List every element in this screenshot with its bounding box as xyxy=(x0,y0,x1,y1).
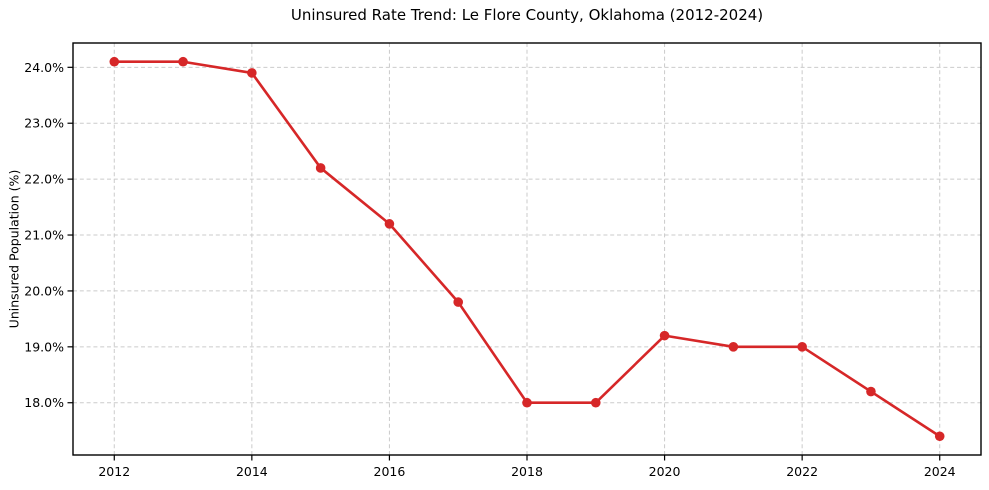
x-tick-label-2012: 2012 xyxy=(98,464,130,479)
data-point-2022 xyxy=(797,342,807,352)
data-point-2019 xyxy=(590,397,601,408)
data-point-2017 xyxy=(453,297,464,307)
data-point-2014 xyxy=(247,68,257,78)
y-tick-label-21: 21.0% xyxy=(24,228,64,243)
y-tick-label-19: 19.0% xyxy=(24,339,64,354)
x-tick-label-2018: 2018 xyxy=(511,464,543,479)
y-tick-label-23: 23.0% xyxy=(24,116,64,131)
x-tick-label-2020: 2020 xyxy=(649,464,681,479)
y-tick-label-18: 18.0% xyxy=(24,395,64,410)
y-tick-label-20: 20.0% xyxy=(24,283,64,298)
x-tick-label-2022: 2022 xyxy=(786,464,818,479)
data-point-2021 xyxy=(728,342,739,352)
data-point-2023 xyxy=(866,386,876,397)
x-tick-label-2024: 2024 xyxy=(924,464,956,479)
data-point-2018 xyxy=(522,397,532,408)
y-tick-label-24: 24.0% xyxy=(24,60,64,75)
y-tick-label-22: 22.0% xyxy=(24,172,64,187)
data-point-2012 xyxy=(109,56,120,67)
chart-title: Uninsured Rate Trend: Le Flore County, O… xyxy=(290,6,764,24)
x-tick-label-2014: 2014 xyxy=(236,464,268,479)
data-point-2020 xyxy=(659,330,670,341)
x-tick-label-2016: 2016 xyxy=(374,464,406,479)
data-point-2013 xyxy=(178,56,188,67)
data-point-2024 xyxy=(934,431,945,442)
data-point-2016 xyxy=(384,219,395,229)
data-point-2015 xyxy=(315,163,326,173)
